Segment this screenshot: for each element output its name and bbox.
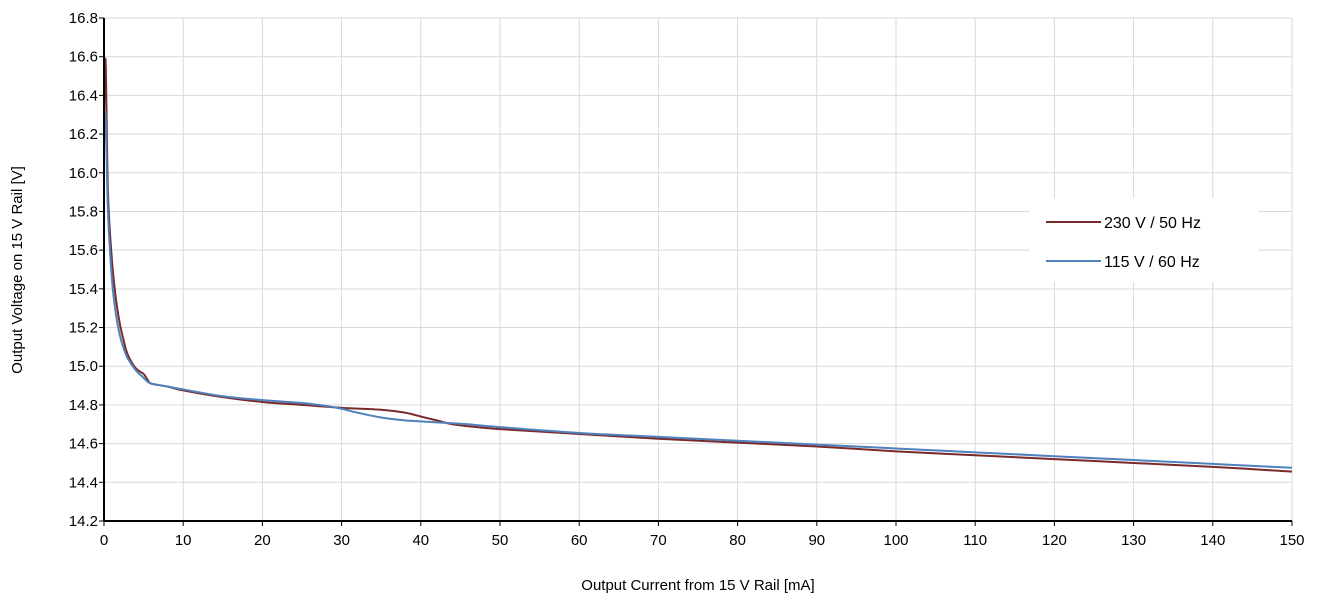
y-tick-label: 14.8	[69, 397, 98, 414]
x-tick-label: 10	[175, 532, 192, 549]
x-tick-label: 150	[1279, 532, 1304, 549]
x-tick-label: 20	[254, 532, 271, 549]
x-tick-label: 80	[729, 532, 746, 549]
y-tick-label: 14.2	[69, 513, 98, 530]
tick-labels: 0 10 20 30 40 50 60 70 80 90 100 110 120 130 140 150 14.…	[69, 10, 1305, 549]
x-tick-label: 120	[1042, 532, 1067, 549]
x-tick-label: 130	[1121, 532, 1146, 549]
series-line-115v	[103, 111, 1293, 469]
y-tick-label: 16.4	[69, 87, 98, 104]
series-line-230v	[103, 57, 1293, 473]
y-tick-label: 15.4	[69, 281, 98, 298]
series-layer	[103, 57, 1293, 473]
x-tick-label: 0	[100, 532, 108, 549]
y-tick-label: 16.8	[69, 10, 98, 27]
axes	[99, 17, 1293, 526]
x-tick-label: 140	[1200, 532, 1225, 549]
x-tick-label: 40	[412, 532, 429, 549]
x-tick-label: 70	[650, 532, 667, 549]
y-tick-label: 15.6	[69, 242, 98, 259]
y-tick-label: 14.4	[69, 474, 98, 491]
y-axis-title: Output Voltage on 15 V Rail [V]	[9, 166, 26, 374]
y-tick-label: 16.2	[69, 126, 98, 143]
x-tick-label: 110	[963, 532, 987, 549]
y-tick-label: 14.6	[69, 436, 98, 453]
legend-box	[1030, 198, 1258, 282]
legend-label-115v: 115 V / 60 Hz	[1104, 254, 1200, 271]
legend: 230 V / 50 Hz 115 V / 60 Hz	[1030, 198, 1258, 282]
x-tick-label: 50	[492, 532, 509, 549]
y-tick-label: 15.2	[69, 320, 98, 337]
legend-label-230v: 230 V / 50 Hz	[1104, 215, 1201, 232]
y-tick-label: 15.0	[69, 358, 98, 375]
y-tick-label: 16.0	[69, 165, 98, 182]
x-tick-label: 90	[808, 532, 825, 549]
x-axis-title: Output Current from 15 V Rail [mA]	[581, 577, 814, 594]
y-tick-label: 16.6	[69, 49, 98, 66]
y-tick-label: 15.8	[69, 203, 98, 220]
x-tick-label: 30	[333, 532, 350, 549]
x-tick-label: 100	[883, 532, 908, 549]
x-tick-label: 60	[571, 532, 588, 549]
